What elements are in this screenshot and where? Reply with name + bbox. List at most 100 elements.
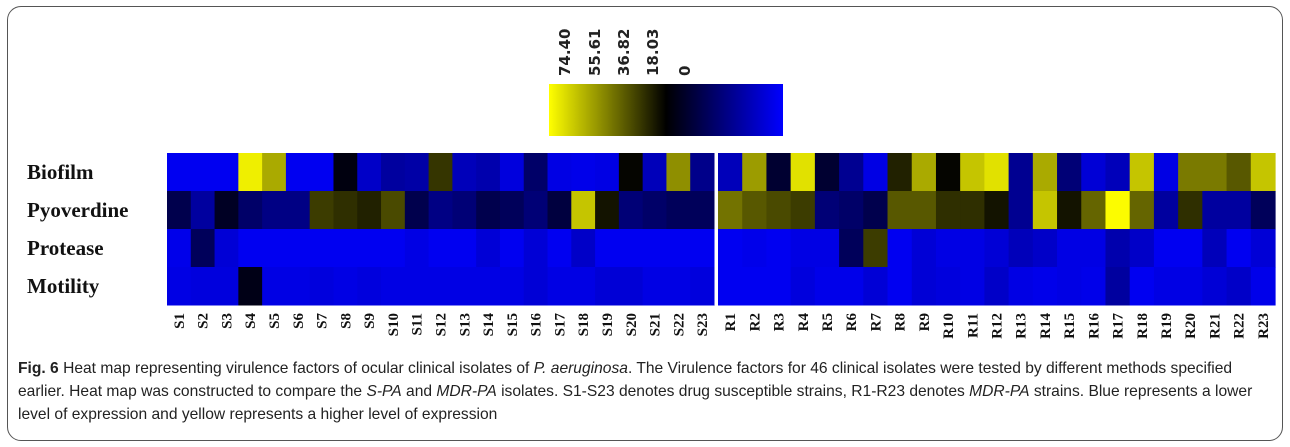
heatmap-cell — [595, 229, 620, 268]
column-label: R3 — [772, 313, 788, 331]
heatmap-cell — [452, 267, 477, 306]
heatmap-cell — [984, 153, 1010, 192]
heatmap-cell — [690, 267, 715, 306]
heatmap-cell — [718, 267, 743, 306]
heatmap-cell — [523, 191, 549, 230]
heatmap-cells — [167, 153, 1276, 306]
column-label: S9 — [362, 313, 378, 329]
heatmap-cell — [887, 191, 913, 230]
column-label: S16 — [529, 313, 545, 337]
heatmap-cell — [642, 229, 668, 268]
heatmap-cell — [285, 229, 311, 268]
heatmap-cell — [1226, 267, 1252, 306]
heatmap-cell — [718, 191, 743, 230]
heatmap-cell — [428, 153, 453, 192]
column-label: R23 — [1256, 313, 1272, 339]
column-label: R8 — [893, 313, 909, 331]
heatmap-cell — [790, 191, 816, 230]
column-label: R5 — [820, 313, 836, 331]
heatmap-cell — [1178, 267, 1203, 306]
column-label: R1 — [723, 313, 739, 331]
heatmap-cell — [428, 267, 453, 306]
caption-text-4: isolates. S1-S23 denotes drug susceptibl… — [496, 383, 970, 400]
heatmap-cell — [839, 191, 864, 230]
color-legend-bar — [549, 84, 783, 136]
heatmap-cell — [404, 191, 430, 230]
heatmap-cell — [1250, 229, 1276, 268]
column-label: R15 — [1062, 313, 1078, 339]
heatmap-cell — [499, 229, 525, 268]
heatmap-cell — [863, 191, 889, 230]
heatmap-cell — [523, 229, 549, 268]
heatmap-cell — [1226, 153, 1252, 192]
heatmap-cell — [1105, 191, 1131, 230]
heatmap-cell — [476, 191, 501, 230]
heatmap-cell — [285, 191, 311, 230]
heatmap-cell — [167, 229, 192, 268]
column-label: S14 — [481, 313, 497, 337]
heatmap-cell — [571, 191, 596, 230]
heatmap-cell — [887, 153, 913, 192]
row-label: Protease — [27, 236, 104, 260]
heatmap-cell — [839, 229, 864, 268]
column-label: S7 — [315, 313, 331, 329]
heatmap-cell — [814, 267, 840, 306]
row-label: Biofilm — [27, 160, 94, 184]
heatmap-cell — [547, 267, 572, 306]
column-label: S15 — [505, 313, 521, 336]
heatmap-cell — [404, 153, 430, 192]
column-label: S6 — [291, 313, 307, 329]
heatmap-cell — [863, 153, 889, 192]
heatmap-cell — [1057, 153, 1082, 192]
heatmap-cell — [1081, 153, 1107, 192]
heatmap-cell — [960, 267, 985, 306]
heatmap-cell — [452, 153, 477, 192]
heatmap-cell — [1105, 229, 1131, 268]
heatmap-cell — [285, 267, 311, 306]
heatmap-cell — [357, 267, 382, 306]
heatmap-cell — [404, 267, 430, 306]
heatmap-cell — [357, 191, 382, 230]
heatmap-cell — [1081, 191, 1107, 230]
column-label: R2 — [747, 313, 763, 331]
heatmap-cell — [1057, 267, 1082, 306]
heatmap-cell — [381, 229, 406, 268]
heatmap-cell — [742, 191, 768, 230]
heatmap-cell — [262, 229, 287, 268]
column-label: S4 — [243, 313, 259, 329]
heatmap-cell — [547, 229, 572, 268]
column-label: R18 — [1135, 313, 1151, 339]
column-label: R14 — [1038, 313, 1054, 339]
heatmap-cell — [1105, 267, 1131, 306]
heatmap-cell — [309, 191, 335, 230]
heatmap-cell — [381, 153, 406, 192]
heatmap-cell — [887, 267, 913, 306]
heatmap-cell — [1032, 153, 1058, 192]
heatmap-cell — [1081, 267, 1107, 306]
heatmap-cell — [214, 191, 239, 230]
column-label: R13 — [1014, 313, 1030, 339]
heatmap-cell — [1226, 229, 1252, 268]
heatmap-cell — [960, 153, 985, 192]
heatmap-cell — [742, 267, 768, 306]
heatmap-cell — [911, 153, 937, 192]
column-label: R16 — [1086, 313, 1102, 339]
heatmap-cell — [666, 153, 691, 192]
heatmap-cell — [839, 153, 864, 192]
column-label: S19 — [600, 313, 616, 336]
column-label: R9 — [917, 313, 933, 331]
row-labels: Biofilm Pyoverdine Protease Motility — [27, 160, 128, 298]
heatmap-cell — [1178, 153, 1203, 192]
column-label: R6 — [844, 313, 860, 332]
heatmap-cell — [1153, 229, 1179, 268]
column-label: S10 — [386, 313, 402, 336]
legend-tick-label: 18.03 — [644, 29, 662, 76]
color-legend-ticks: 74.40 55.61 36.82 18.03 0 — [556, 29, 694, 76]
heatmap-cell — [1105, 153, 1131, 192]
heatmap-cell — [190, 153, 216, 192]
heatmap-cell — [863, 267, 889, 306]
heatmap-cell — [595, 267, 620, 306]
column-label: R12 — [990, 313, 1006, 339]
heatmap-cell — [167, 153, 192, 192]
